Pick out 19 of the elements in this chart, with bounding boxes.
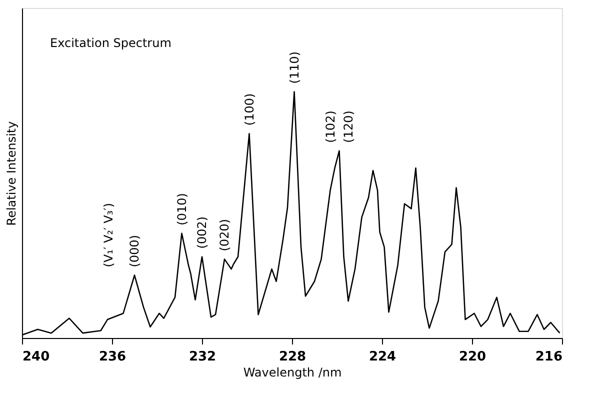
annotation: (120) (341, 110, 356, 143)
chart-title: Excitation Spectrum (50, 36, 172, 50)
annotation: (010) (174, 193, 189, 226)
x-tick-label: 236 (98, 350, 126, 364)
annotation: (V₁′ V₂′ V₃′) (102, 202, 116, 268)
annotation: (100) (242, 93, 256, 126)
x-axis-title: Wavelength /nm (243, 366, 342, 380)
x-tick-label: 240 (22, 350, 50, 364)
x-tick-label: 224 (368, 350, 396, 364)
annotation: (102) (323, 110, 338, 143)
y-axis-title: Relative Intensity (4, 121, 18, 226)
annotation: (020) (218, 218, 232, 252)
x-tick-label: 228 (278, 350, 306, 364)
x-tick-label: 220 (458, 350, 486, 364)
x-tick-label: 232 (188, 350, 216, 364)
annotation: (000) (128, 234, 142, 268)
x-tick-label: 216 (535, 350, 562, 364)
annotation: (002) (195, 216, 209, 249)
annotation: (110) (287, 51, 302, 84)
